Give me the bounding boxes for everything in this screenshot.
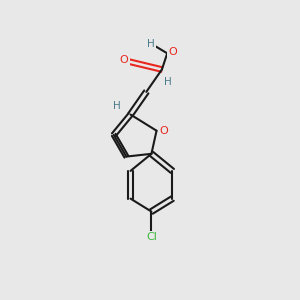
Text: O: O: [120, 55, 128, 65]
Text: H: H: [113, 101, 120, 112]
Text: H: H: [164, 77, 172, 87]
Text: H: H: [147, 39, 155, 49]
Text: O: O: [169, 47, 177, 57]
Text: O: O: [160, 126, 168, 136]
Text: Cl: Cl: [146, 232, 157, 242]
